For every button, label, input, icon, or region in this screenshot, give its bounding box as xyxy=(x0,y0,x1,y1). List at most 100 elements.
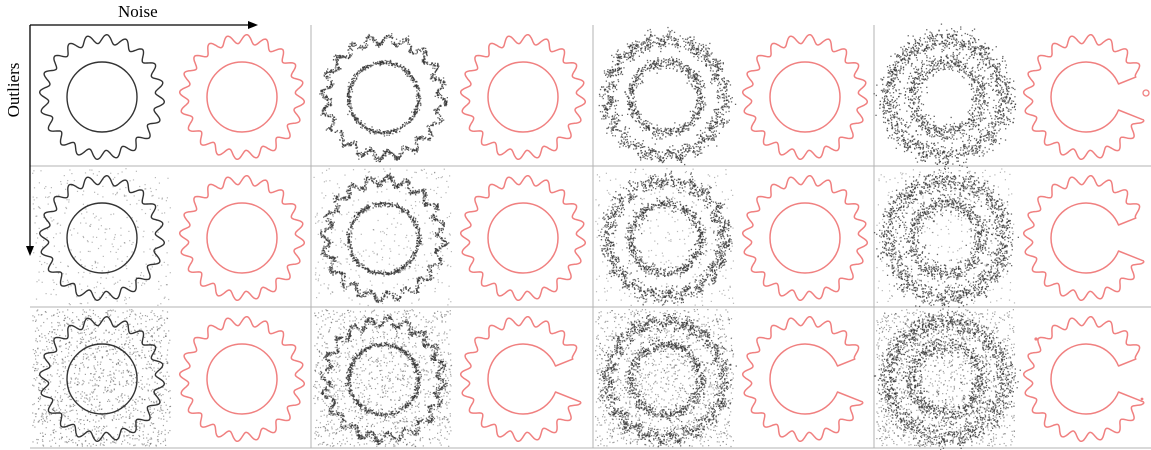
input-point xyxy=(415,149,417,152)
input-point xyxy=(382,157,384,159)
input-point xyxy=(721,78,723,81)
input-point xyxy=(994,141,997,144)
input-point xyxy=(357,120,359,123)
input-point xyxy=(978,117,980,120)
input-point xyxy=(981,55,983,57)
input-point xyxy=(374,155,376,157)
input-point xyxy=(419,138,421,140)
input-point xyxy=(998,101,1000,103)
input-point xyxy=(692,125,695,127)
input-point xyxy=(394,154,396,157)
input-point xyxy=(978,48,980,50)
input-point xyxy=(633,96,635,98)
input-point xyxy=(977,82,980,85)
input-point xyxy=(702,140,704,142)
input-point xyxy=(612,118,614,120)
input-point xyxy=(368,149,371,151)
input-point xyxy=(437,65,439,67)
input-point xyxy=(319,93,321,95)
input-point xyxy=(717,69,720,71)
input-point xyxy=(614,111,617,113)
input-point xyxy=(647,38,649,40)
input-point xyxy=(417,92,419,94)
input-point xyxy=(956,138,958,140)
input-point xyxy=(323,74,325,76)
input-point xyxy=(620,143,622,145)
input-point xyxy=(346,95,349,97)
input-point xyxy=(605,111,607,113)
input-point xyxy=(985,117,987,119)
input-point xyxy=(321,111,324,113)
input-point xyxy=(338,56,340,58)
input-point xyxy=(656,157,658,159)
input-point xyxy=(352,115,354,118)
input-point xyxy=(352,82,354,84)
input-point xyxy=(376,41,379,43)
input-point xyxy=(635,79,637,82)
input-point xyxy=(714,73,716,75)
input-point xyxy=(994,118,996,120)
input-point xyxy=(345,55,347,58)
input-point xyxy=(921,44,924,46)
input-point xyxy=(603,104,605,106)
input-point xyxy=(644,151,646,153)
input-point xyxy=(647,38,650,41)
input-point xyxy=(637,70,639,72)
input-point xyxy=(957,157,959,159)
input-point xyxy=(330,69,332,71)
input-point xyxy=(385,155,387,157)
input-point xyxy=(890,103,892,105)
input-point xyxy=(351,109,353,112)
input-point xyxy=(719,63,721,65)
input-point xyxy=(928,145,930,147)
input-point xyxy=(349,100,352,102)
input-point xyxy=(417,102,419,104)
input-point xyxy=(922,153,924,155)
input-point xyxy=(698,102,700,104)
input-point xyxy=(700,107,703,110)
input-point xyxy=(609,88,611,91)
input-point xyxy=(678,63,680,65)
input-point xyxy=(615,104,618,106)
input-point xyxy=(963,161,965,164)
input-point xyxy=(651,123,653,125)
input-point xyxy=(944,167,946,169)
input-point xyxy=(445,102,447,104)
input-point xyxy=(701,102,703,104)
input-point xyxy=(896,140,898,142)
input-point xyxy=(427,63,429,65)
input-point xyxy=(699,107,701,110)
input-point xyxy=(967,40,970,42)
input-point xyxy=(932,62,934,64)
input-point xyxy=(391,33,393,35)
input-point xyxy=(637,152,640,154)
input-point xyxy=(632,48,634,50)
input-point xyxy=(1008,98,1011,101)
input-point xyxy=(356,117,358,119)
input-point xyxy=(699,150,701,152)
input-point xyxy=(948,43,950,45)
input-point xyxy=(907,126,910,128)
input-point xyxy=(938,159,940,161)
input-point xyxy=(621,135,623,137)
input-point xyxy=(357,117,359,120)
input-point xyxy=(702,80,704,82)
input-point xyxy=(701,96,703,99)
input-point xyxy=(634,108,636,110)
input-point xyxy=(433,109,435,111)
input-point xyxy=(926,140,928,143)
input-point xyxy=(362,155,365,157)
input-point xyxy=(1000,138,1002,140)
input-point xyxy=(725,82,728,84)
input-point xyxy=(614,122,616,124)
input-point xyxy=(707,51,709,53)
input-point xyxy=(971,153,974,155)
input-point xyxy=(322,95,324,97)
input-point xyxy=(977,150,979,153)
input-point xyxy=(933,142,935,144)
input-point xyxy=(327,71,329,73)
input-point xyxy=(350,105,352,107)
input-point xyxy=(628,89,631,91)
input-point xyxy=(693,88,695,90)
input-point xyxy=(607,127,609,129)
